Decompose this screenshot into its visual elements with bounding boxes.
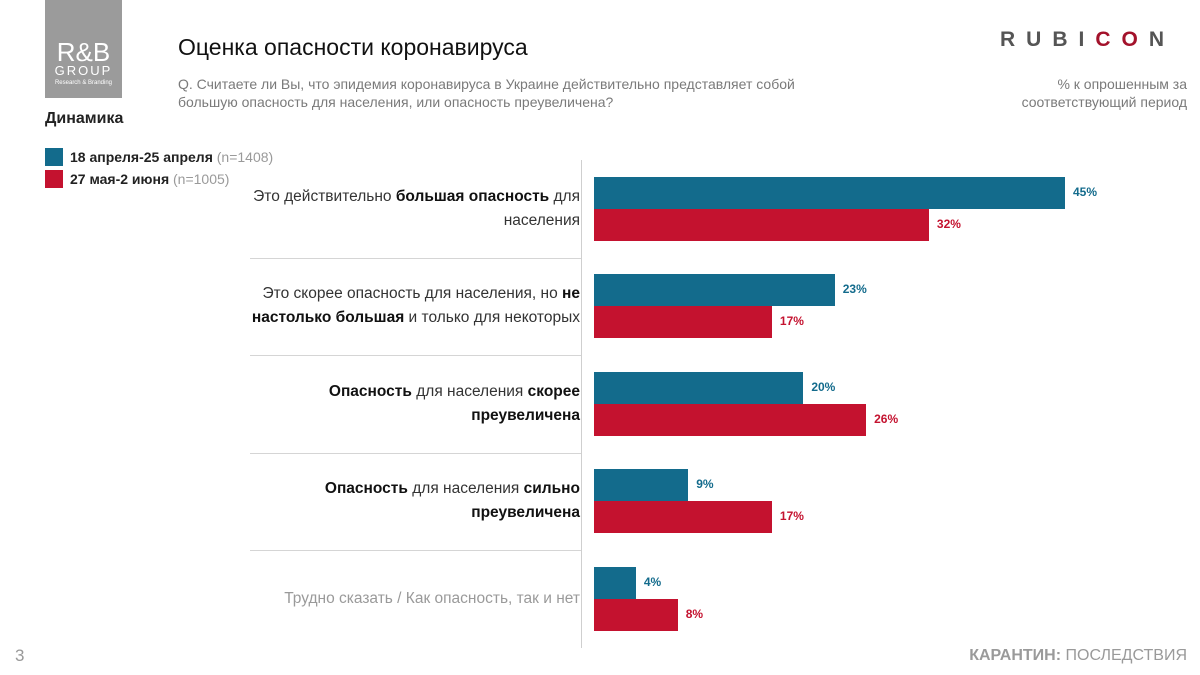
logo-part: N — [1148, 28, 1176, 51]
legend-swatch — [45, 170, 63, 188]
category-label: Опасность для населения скорее преувелич… — [250, 380, 580, 428]
footer: КАРАНТИН: ПОСЛЕДСТВИЯ — [969, 647, 1187, 665]
label-part: Трудно сказать / Как опасность, так и не… — [284, 589, 580, 607]
legend-name: 27 мая-2 июня — [70, 171, 170, 187]
value-label: 26% — [874, 411, 899, 426]
bar — [594, 469, 689, 502]
question: Q. Считаете ли Вы, что эпидемия коронави… — [178, 76, 795, 110]
legend-entry: 27 мая-2 июня (n=1005) — [70, 170, 229, 188]
value-label: 23% — [842, 282, 867, 297]
row-separator — [250, 550, 581, 551]
bar — [594, 274, 835, 307]
value-label: 8% — [685, 606, 704, 621]
axis-line — [581, 160, 582, 648]
label-part: для населения — [411, 382, 528, 400]
label-part: и только для некоторых — [404, 309, 580, 327]
label-part: Опасность — [328, 382, 412, 400]
value-label: 20% — [811, 379, 836, 394]
legend-entry: 18 апреля-25 апреля (n=1408) — [70, 148, 273, 166]
label-part: Опасность — [324, 480, 408, 498]
category-label: Опасность для населения сильно преувелич… — [250, 477, 580, 525]
logo-part: RUBI — [1000, 28, 1096, 51]
category-label: Трудно сказать / Как опасность, так и не… — [250, 587, 580, 611]
label-part: для населения — [407, 480, 524, 498]
bar — [594, 598, 678, 631]
section-label: Динамика — [45, 110, 124, 127]
bar — [594, 176, 1065, 209]
label-part: скорее преувеличена — [471, 382, 580, 424]
bar — [594, 208, 929, 241]
category-label: Это скорее опасность для населения, но н… — [250, 282, 580, 330]
footer-part: КАРАНТИН — [969, 647, 1056, 664]
logo-text: Research & Branding — [54, 80, 113, 86]
logo-left: R&B GROUP Research & Branding — [45, 0, 122, 98]
label-part: большая опасность — [395, 187, 550, 205]
footer-part: ПОСЛЕДСТВИЯ — [1061, 647, 1187, 664]
value-label: 17% — [779, 314, 804, 329]
title: Оценка опасности коронавируса — [178, 34, 528, 60]
label-part: для населения — [503, 187, 580, 229]
page-number: 3 — [15, 646, 25, 665]
value-label: 45% — [1073, 184, 1098, 199]
label-part: Это действительно — [253, 187, 396, 205]
logo-text: R&B — [56, 37, 111, 67]
bar — [594, 501, 772, 534]
legend-sample: (n=1408) — [216, 149, 274, 165]
row-separator — [250, 355, 581, 356]
logo-text: GROUP — [54, 63, 113, 78]
value-label: 4% — [643, 574, 662, 589]
label-part: не настолько большая — [251, 285, 580, 327]
bar — [594, 306, 772, 339]
legend-name: 18 апреля-25 апреля — [70, 149, 213, 165]
label-part: Это скорее опасность для населения, но — [262, 285, 563, 303]
row-separator — [250, 257, 581, 259]
logo-right: RUBICON — [1000, 28, 1175, 52]
bar — [594, 371, 804, 404]
legend-swatch — [45, 148, 63, 166]
label-part: сильно преувеличена — [471, 480, 580, 522]
bar — [594, 566, 636, 599]
value-label: 17% — [779, 509, 804, 524]
note: % к опрошенным за соответствующий период — [1021, 76, 1187, 110]
bar — [594, 403, 867, 436]
legend-sample: (n=1005) — [173, 171, 230, 187]
row-separator — [250, 452, 581, 454]
footer-part: : — [1055, 647, 1062, 664]
category-label: Это действительно большая опасность для … — [250, 185, 580, 233]
value-label: 32% — [936, 216, 961, 231]
value-label: 9% — [696, 477, 714, 492]
logo-part: CO — [1095, 28, 1149, 51]
